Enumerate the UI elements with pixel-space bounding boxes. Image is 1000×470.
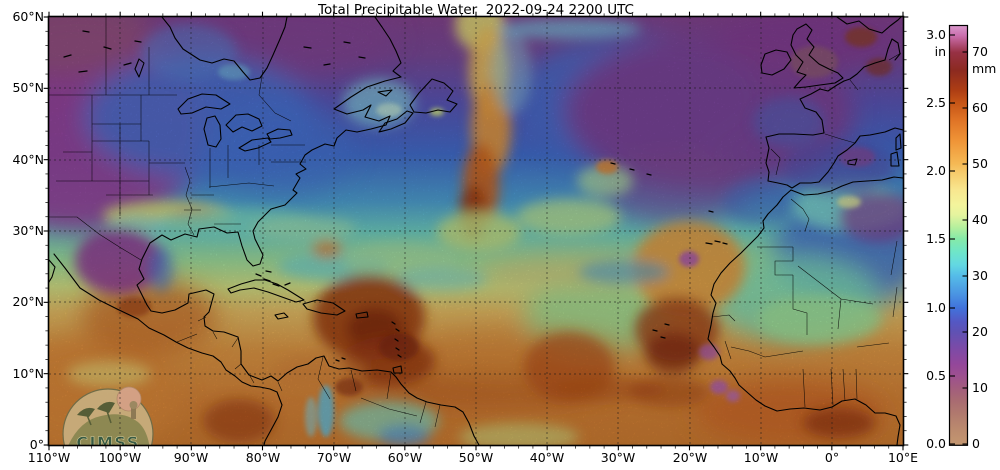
lat-label: 10°N	[12, 366, 44, 381]
tpw-map: CIMSS	[49, 17, 903, 445]
coastlines	[49, 17, 903, 445]
lon-label: 90°W	[173, 450, 209, 465]
colorbar	[948, 24, 969, 446]
lon-label: 80°W	[245, 450, 281, 465]
colorbar-mm-unit: mm	[972, 61, 997, 76]
colorbar-mm-label: 60	[972, 100, 988, 115]
colorbar-in-label: 0.5	[926, 368, 946, 383]
logo-hill	[68, 414, 150, 445]
lon-label: 40°W	[529, 450, 565, 465]
lon-label: 0°	[824, 450, 840, 465]
colorbar-mm-label: 0	[972, 436, 980, 451]
colorbar-in-label: 2.5	[926, 95, 946, 110]
lat-label: 60°N	[12, 9, 44, 24]
figure-title: Total Precipitable Water 2022-09-24 2200…	[318, 2, 634, 18]
lat-label: 40°N	[12, 152, 44, 167]
lon-label: 60°W	[387, 450, 423, 465]
colorbar-in-unit: in	[934, 44, 946, 59]
colorbar-in-label: 1.0	[926, 300, 946, 315]
political-borders	[49, 17, 902, 428]
lon-label: 110°W	[27, 450, 71, 465]
logo-text: CIMSS	[76, 433, 139, 445]
lon-label: 30°W	[600, 450, 636, 465]
lon-label: 50°W	[458, 450, 494, 465]
lon-label: 100°W	[98, 450, 142, 465]
colorbar-mm-label: 10	[972, 380, 988, 395]
map-frame	[47, 15, 905, 447]
axis-ticks	[43, 11, 909, 451]
lon-label: 10°W	[743, 450, 779, 465]
satellite-dish-icon	[77, 407, 95, 417]
colorbar-mm-label: 50	[972, 156, 988, 171]
colorbar-in-label: 1.5	[926, 231, 946, 246]
lon-label: 70°W	[316, 450, 352, 465]
lat-label: 0°	[29, 437, 44, 452]
cimss-logo: CIMSS	[62, 386, 154, 445]
small-islands	[63, 30, 728, 362]
lon-label: 10°E	[887, 450, 919, 465]
colorbar-in-label: 3.0	[926, 27, 946, 42]
colorbar-mm-label: 30	[972, 268, 988, 283]
colorbar-mm-label: 20	[972, 324, 988, 339]
satellite-dish-icon	[97, 401, 115, 413]
graticule	[49, 17, 903, 445]
colorbar-mm-label: 70	[972, 44, 988, 59]
lat-label: 30°N	[12, 223, 44, 238]
colorbar-in-label: 0.0	[926, 436, 946, 451]
colorbar-mm-label: 40	[972, 212, 988, 227]
lon-label: 20°W	[672, 450, 708, 465]
lat-label: 20°N	[12, 294, 44, 309]
lat-label: 50°N	[12, 80, 44, 95]
colorbar-in-label: 2.0	[926, 163, 946, 178]
colorbar-ticks	[950, 34, 967, 445]
